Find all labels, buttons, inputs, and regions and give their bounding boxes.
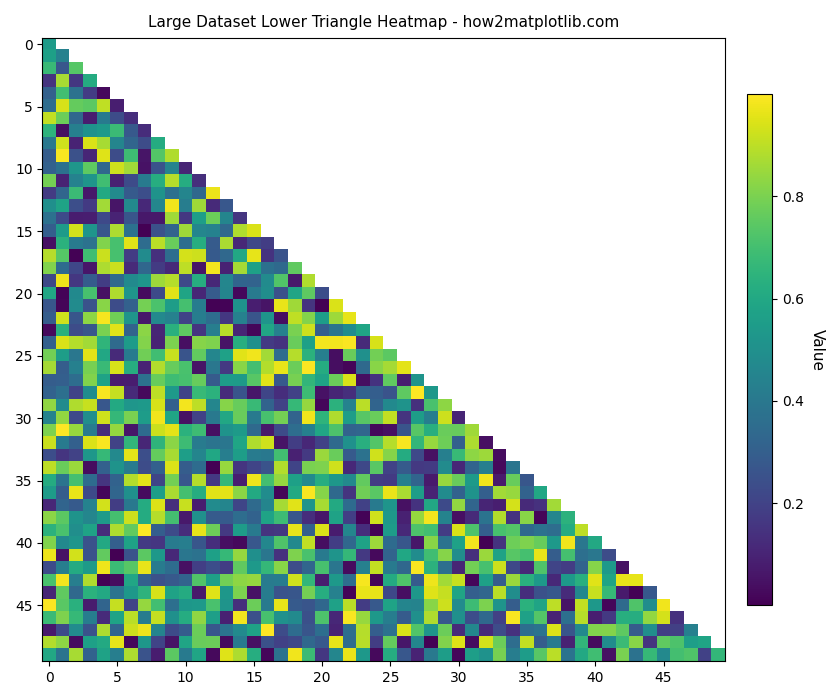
Y-axis label: Value: Value [810,329,825,371]
Title: Large Dataset Lower Triangle Heatmap - how2matplotlib.com: Large Dataset Lower Triangle Heatmap - h… [148,15,619,30]
